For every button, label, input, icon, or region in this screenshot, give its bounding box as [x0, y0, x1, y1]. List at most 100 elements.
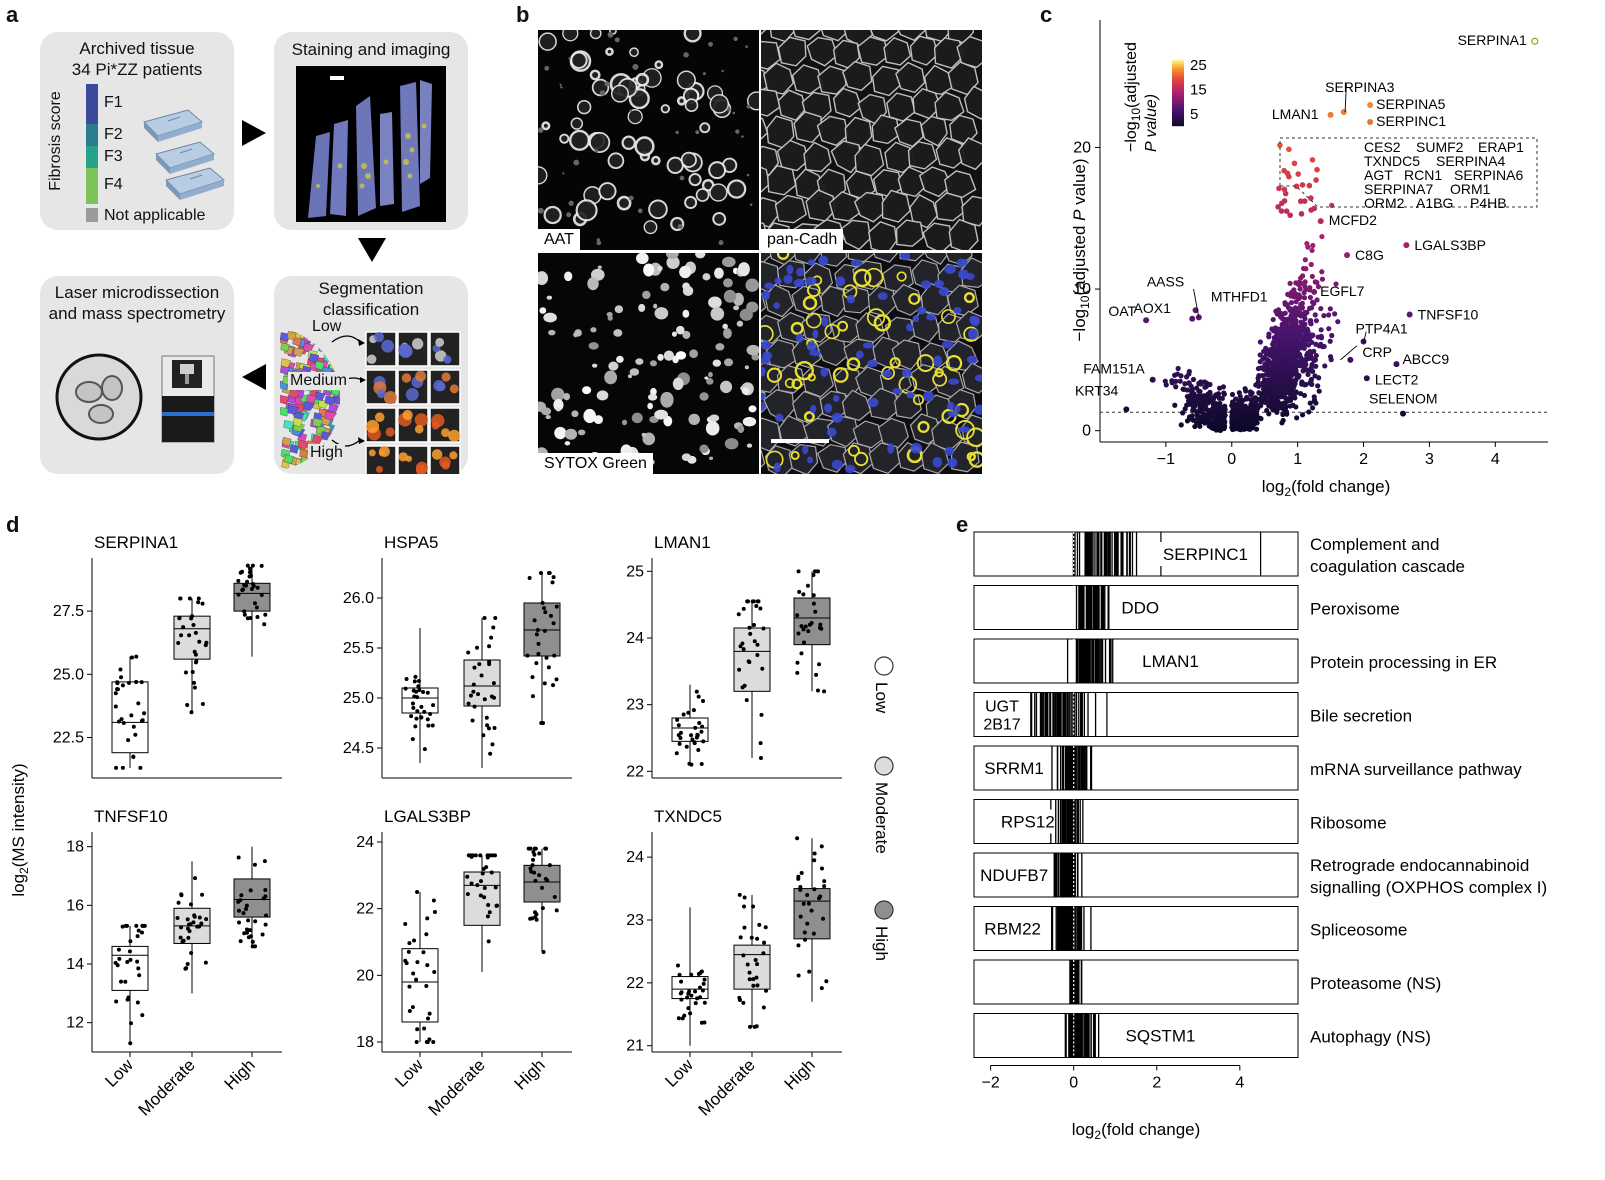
- box-low: [671, 684, 709, 767]
- data-point: [179, 892, 184, 897]
- volcano-label-c8g: C8G: [1355, 247, 1384, 263]
- volcano-point: [1277, 142, 1283, 148]
- segmented-cell: [335, 358, 341, 369]
- data-point: [542, 681, 547, 686]
- data-point: [737, 892, 742, 897]
- panel-label-b: b: [516, 2, 530, 27]
- data-point: [758, 606, 763, 611]
- volcano-point: [1207, 381, 1213, 388]
- volcano-point-selenom: [1400, 410, 1407, 417]
- segmented-cell: [282, 436, 292, 447]
- arrow-right-icon: [242, 120, 266, 146]
- segmented-cell: [342, 398, 351, 407]
- volcano-point: [1288, 299, 1295, 306]
- segmented-cell: [346, 435, 354, 444]
- legend-moderate-swatch: [874, 756, 894, 776]
- segmented-cell: [283, 420, 295, 430]
- box-high: [233, 846, 271, 949]
- data-point: [476, 692, 481, 697]
- data-point: [693, 1001, 698, 1006]
- box-low: [111, 654, 149, 770]
- data-point: [815, 688, 820, 693]
- volcano-point: [1294, 328, 1300, 335]
- segmented-cell: [332, 471, 343, 474]
- archived-title-2: 34 Pi*ZZ patients: [71, 60, 203, 79]
- cluster-label-txndc5: TXNDC5: [1364, 153, 1420, 169]
- data-point: [484, 715, 489, 720]
- data-point: [179, 925, 184, 930]
- data-point: [239, 893, 244, 898]
- data-point: [242, 609, 247, 614]
- volcano-point: [1309, 273, 1315, 280]
- volcano-point-lgals3bp: [1403, 242, 1410, 249]
- data-point: [799, 624, 804, 629]
- volcano-point: [1299, 412, 1306, 418]
- segmented-cell: [351, 383, 360, 392]
- segmented-cell: [339, 407, 341, 417]
- volcano-point: [1306, 182, 1313, 189]
- volcano-point: [1266, 411, 1272, 417]
- data-point: [410, 1005, 415, 1010]
- volcano-point: [1275, 204, 1281, 210]
- seg-high-label: High: [308, 444, 345, 462]
- volcano-point: [1326, 312, 1332, 318]
- volcano-point: [1246, 405, 1252, 411]
- pathway-label: Complement and: [1310, 535, 1439, 554]
- data-point: [183, 670, 188, 675]
- data-point: [687, 989, 692, 994]
- volcano-point: [1260, 380, 1266, 386]
- data-point: [482, 895, 487, 900]
- volcano-point: [1186, 368, 1192, 375]
- data-point: [485, 914, 490, 919]
- segmented-cell: [345, 433, 355, 442]
- volcano-ytick-label: 20: [1073, 139, 1091, 156]
- volcano-point: [1315, 284, 1322, 290]
- data-point: [245, 579, 250, 584]
- volcano-point: [1272, 336, 1278, 342]
- volcano-point: [1282, 369, 1288, 376]
- data-point: [805, 583, 810, 588]
- data-point: [811, 931, 816, 936]
- data-point: [246, 935, 251, 940]
- sytox-micrograph: SYTOX Green: [538, 253, 759, 474]
- data-point: [126, 738, 131, 743]
- merged-stain-image: [761, 253, 982, 474]
- data-point: [431, 703, 436, 708]
- data-point: [407, 984, 412, 989]
- data-point: [482, 616, 487, 620]
- data-point: [200, 701, 205, 706]
- volcano-point: [1305, 371, 1311, 378]
- volcano-point: [1268, 347, 1274, 353]
- data-point: [821, 916, 826, 921]
- volcano-point: [1280, 363, 1286, 369]
- data-point: [746, 599, 751, 604]
- pan-cadh-label: pan-Cadh: [761, 229, 844, 250]
- volcano-point: [1246, 426, 1252, 432]
- data-point: [425, 717, 430, 722]
- boxplot-ytick-label: 23: [626, 697, 644, 714]
- data-point: [249, 573, 254, 578]
- volcano-point: [1197, 403, 1203, 409]
- data-point: [259, 563, 264, 568]
- data-point: [798, 885, 803, 890]
- volcano-label-krt34: KRT34: [1075, 382, 1119, 398]
- laser-title-1: Laser microdissection: [54, 283, 220, 302]
- volcano-point: [1253, 426, 1260, 432]
- volcano-point: [1333, 281, 1339, 287]
- volcano-point: [1295, 171, 1302, 177]
- data-point: [812, 569, 817, 574]
- data-point: [751, 983, 756, 988]
- volcano-point: [1307, 285, 1313, 291]
- legend-low-label: Low: [872, 682, 891, 714]
- data-point: [701, 698, 706, 703]
- volcano-point: [1172, 402, 1178, 408]
- pathway-row: SERPINC1 Complement and coagulation cascad…: [973, 531, 1465, 577]
- segmented-cell: [338, 389, 341, 400]
- volcano-point: [1296, 332, 1302, 339]
- data-point: [468, 693, 473, 698]
- volcano-point: [1273, 308, 1279, 314]
- volcano-point: [1288, 390, 1294, 396]
- volcano-label-abcc9: ABCC9: [1402, 351, 1449, 367]
- data-point: [138, 765, 143, 770]
